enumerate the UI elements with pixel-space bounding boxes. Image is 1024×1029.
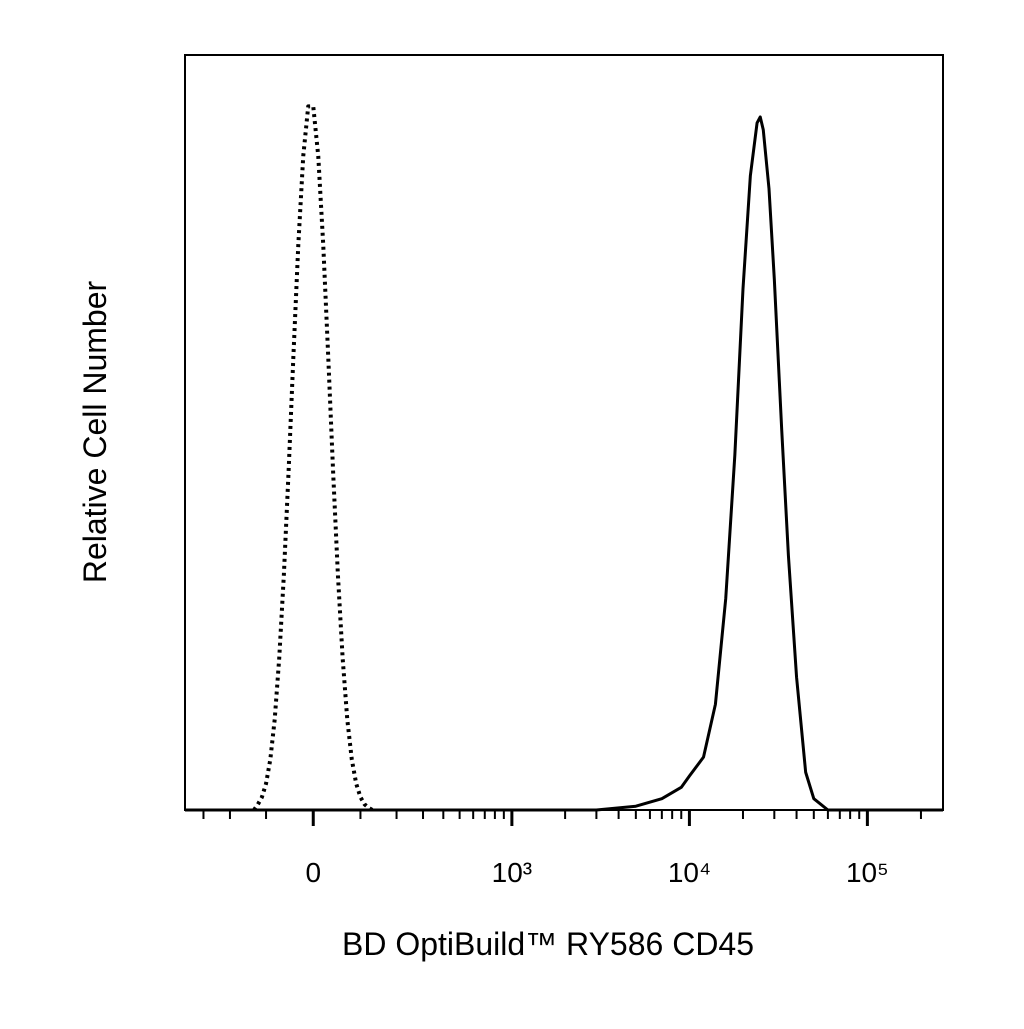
x-tick-label: 0: [305, 857, 321, 888]
y-axis-label: Relative Cell Number: [77, 280, 113, 583]
plot-frame: [184, 54, 944, 811]
x-tick-label: 10⁵: [846, 857, 889, 888]
histogram-line: [252, 104, 374, 812]
histogram-line: [185, 115, 943, 812]
x-axis-label: BD OptiBuild™ RY586 CD45: [342, 926, 754, 962]
x-tick-label: 10⁴: [668, 857, 711, 888]
x-tick-label: 10³: [492, 857, 532, 888]
